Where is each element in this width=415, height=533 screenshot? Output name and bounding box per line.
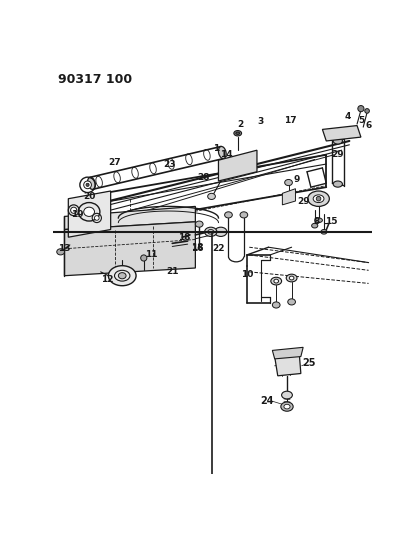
Text: 24: 24 <box>260 396 274 406</box>
Ellipse shape <box>215 227 227 237</box>
Text: 20: 20 <box>84 192 96 201</box>
Text: 7: 7 <box>323 223 330 232</box>
Text: 9: 9 <box>293 175 299 184</box>
Text: 11: 11 <box>145 251 158 260</box>
Text: 2: 2 <box>237 119 243 128</box>
Text: 13: 13 <box>58 244 71 253</box>
Ellipse shape <box>86 183 89 187</box>
Ellipse shape <box>220 163 228 169</box>
Text: 12: 12 <box>100 275 113 284</box>
Text: 6: 6 <box>366 121 372 130</box>
Ellipse shape <box>57 249 64 255</box>
Ellipse shape <box>333 138 342 144</box>
Text: 29: 29 <box>332 150 344 159</box>
Text: 8: 8 <box>313 217 320 227</box>
Ellipse shape <box>281 402 293 411</box>
Ellipse shape <box>208 193 215 199</box>
Ellipse shape <box>315 218 322 223</box>
Text: 90317 100: 90317 100 <box>58 73 132 86</box>
Text: 23: 23 <box>164 159 176 168</box>
Ellipse shape <box>225 212 232 218</box>
Ellipse shape <box>285 180 293 185</box>
Text: 17: 17 <box>284 116 296 125</box>
Ellipse shape <box>284 405 290 409</box>
Ellipse shape <box>234 131 242 136</box>
Ellipse shape <box>141 255 147 261</box>
Text: 14: 14 <box>220 150 232 159</box>
Ellipse shape <box>312 223 318 228</box>
Ellipse shape <box>288 299 295 305</box>
Ellipse shape <box>108 265 136 286</box>
Ellipse shape <box>271 277 282 285</box>
Text: 18: 18 <box>178 233 190 241</box>
Polygon shape <box>282 189 295 205</box>
Ellipse shape <box>236 132 239 134</box>
Ellipse shape <box>358 106 364 112</box>
Ellipse shape <box>240 212 248 218</box>
Polygon shape <box>322 126 361 141</box>
Ellipse shape <box>205 227 217 237</box>
Ellipse shape <box>84 181 91 189</box>
Polygon shape <box>275 354 301 376</box>
Text: 18: 18 <box>191 243 204 252</box>
Ellipse shape <box>195 221 203 227</box>
Ellipse shape <box>333 181 342 187</box>
Ellipse shape <box>272 302 280 308</box>
Text: 25: 25 <box>302 358 315 368</box>
Ellipse shape <box>71 207 77 213</box>
Ellipse shape <box>95 216 99 220</box>
Text: 19: 19 <box>71 209 84 219</box>
Ellipse shape <box>274 279 278 283</box>
Text: 1: 1 <box>213 144 219 153</box>
Text: 3: 3 <box>258 117 264 126</box>
Polygon shape <box>64 222 195 276</box>
Ellipse shape <box>289 276 294 280</box>
Text: 4: 4 <box>344 112 351 121</box>
Text: 29: 29 <box>297 197 310 206</box>
Text: 10: 10 <box>241 270 253 279</box>
Text: 22: 22 <box>212 244 225 253</box>
Text: 27: 27 <box>108 158 121 167</box>
Text: 16: 16 <box>190 244 203 253</box>
Ellipse shape <box>282 391 293 399</box>
Text: 21: 21 <box>166 268 178 276</box>
Ellipse shape <box>88 177 95 189</box>
Text: 28: 28 <box>197 173 209 182</box>
Ellipse shape <box>316 196 321 201</box>
Ellipse shape <box>286 274 297 282</box>
Ellipse shape <box>308 191 330 206</box>
Ellipse shape <box>321 230 327 234</box>
Polygon shape <box>64 206 195 230</box>
Text: 15: 15 <box>325 217 338 227</box>
Text: 5: 5 <box>358 116 364 125</box>
Polygon shape <box>218 150 257 181</box>
Ellipse shape <box>84 207 95 216</box>
Polygon shape <box>68 191 111 237</box>
Ellipse shape <box>365 109 369 113</box>
Ellipse shape <box>218 147 226 158</box>
Ellipse shape <box>313 195 324 203</box>
Polygon shape <box>272 348 303 359</box>
Ellipse shape <box>118 273 126 279</box>
